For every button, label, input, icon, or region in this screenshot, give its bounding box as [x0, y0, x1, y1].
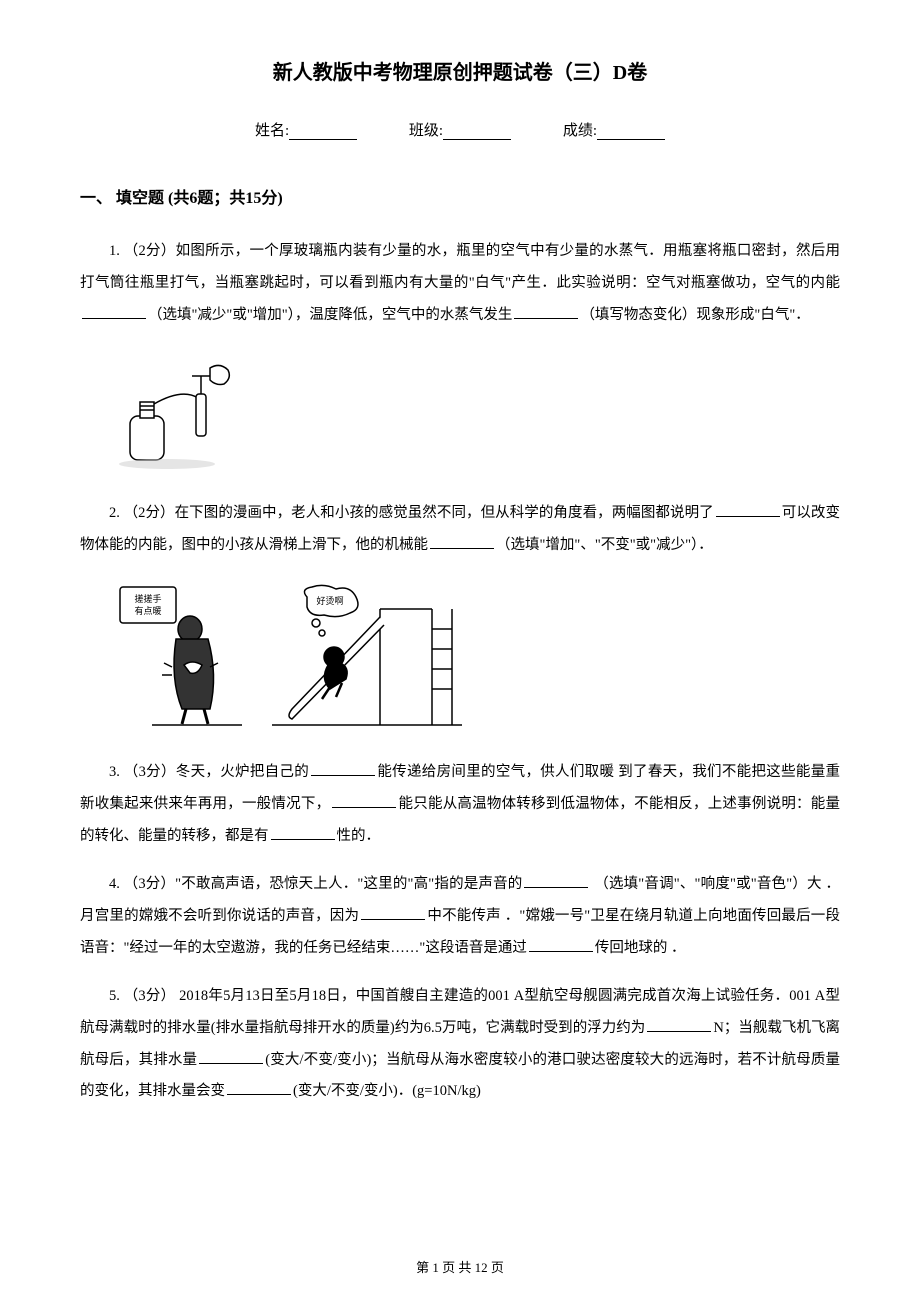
section-heading: 一、 填空题 (共6题；共15分): [80, 184, 840, 208]
question-3: 3. （3分）冬天，火炉把自己的能传递给房间里的空气，供人们取暖 到了春天，我们…: [80, 757, 840, 853]
q1-blank-2: [514, 304, 578, 319]
q2-text-1: 2. （2分）在下图的漫画中，老人和小孩的感觉虽然不同，但从科学的角度看，两幅图…: [109, 505, 714, 521]
question-4: 4. （3分）"不敢高声语，恐惊天上人．"这里的"高"指的是声音的 （选填"音调…: [80, 869, 840, 965]
name-label-text: 姓名:: [255, 123, 289, 139]
q1-blank-1: [82, 304, 146, 319]
name-label: 姓名:: [255, 119, 357, 140]
q5-text-4: (变大/不变/变小)．(g=10N/kg): [293, 1083, 481, 1099]
class-label-text: 班级:: [409, 123, 443, 139]
q2-blank-2: [430, 534, 494, 549]
q3-blank-1: [311, 762, 375, 777]
q3-text-4: 性的．: [337, 828, 381, 844]
q1-text-1: 1. （2分）如图所示，一个厚玻璃瓶内装有少量的水，瓶里的空气中有少量的水蒸气．…: [80, 243, 840, 291]
figure-2: 搓搓手 有点暖 好烫啊: [112, 579, 840, 729]
name-blank: [289, 124, 357, 141]
score-label: 成绩:: [563, 119, 665, 140]
question-5: 5. （3分） 2018年5月13日至5月18日，中国首艘自主建造的001 A型…: [80, 981, 840, 1109]
score-label-text: 成绩:: [563, 123, 597, 139]
score-blank: [597, 124, 665, 141]
q1-text-3: （填写物态变化）现象形成"白气"．: [580, 307, 809, 323]
class-blank: [443, 124, 511, 141]
q4-blank-1: [524, 874, 588, 889]
student-info-row: 姓名: 班级: 成绩:: [80, 119, 840, 140]
q1-text-2: （选填"减少"或"增加"），温度降低，空气中的水蒸气发生: [148, 307, 512, 323]
page-footer: 第 1 页 共 12 页: [0, 1257, 920, 1276]
figure-1: [112, 350, 840, 470]
svg-text:有点暖: 有点暖: [134, 605, 161, 616]
q3-blank-2: [332, 794, 396, 809]
bubble-2-text: 好烫啊: [316, 595, 343, 606]
exam-title: 新人教版中考物理原创押题试卷（三）D卷: [80, 56, 840, 85]
q4-text-1: 4. （3分）"不敢高声语，恐惊天上人．"这里的"高"指的是声音的: [109, 876, 522, 892]
class-label: 班级:: [409, 119, 511, 140]
q4-blank-3: [529, 937, 593, 952]
q3-blank-3: [271, 826, 335, 841]
q2-blank-1: [716, 502, 780, 517]
q3-text-1: 3. （3分）冬天，火炉把自己的: [109, 764, 309, 780]
bubble-1-text: 搓搓手: [134, 593, 161, 604]
q5-blank-2: [199, 1049, 263, 1064]
q5-blank-3: [227, 1081, 291, 1096]
q2-text-3: （选填"增加"、"不变"或"减少"）．: [496, 537, 713, 553]
q5-blank-1: [647, 1017, 711, 1032]
q4-blank-2: [361, 906, 425, 921]
question-1: 1. （2分）如图所示，一个厚玻璃瓶内装有少量的水，瓶里的空气中有少量的水蒸气．…: [80, 236, 840, 332]
question-2: 2. （2分）在下图的漫画中，老人和小孩的感觉虽然不同，但从科学的角度看，两幅图…: [80, 498, 840, 562]
q4-text-4: 传回地球的 ．: [595, 940, 686, 956]
